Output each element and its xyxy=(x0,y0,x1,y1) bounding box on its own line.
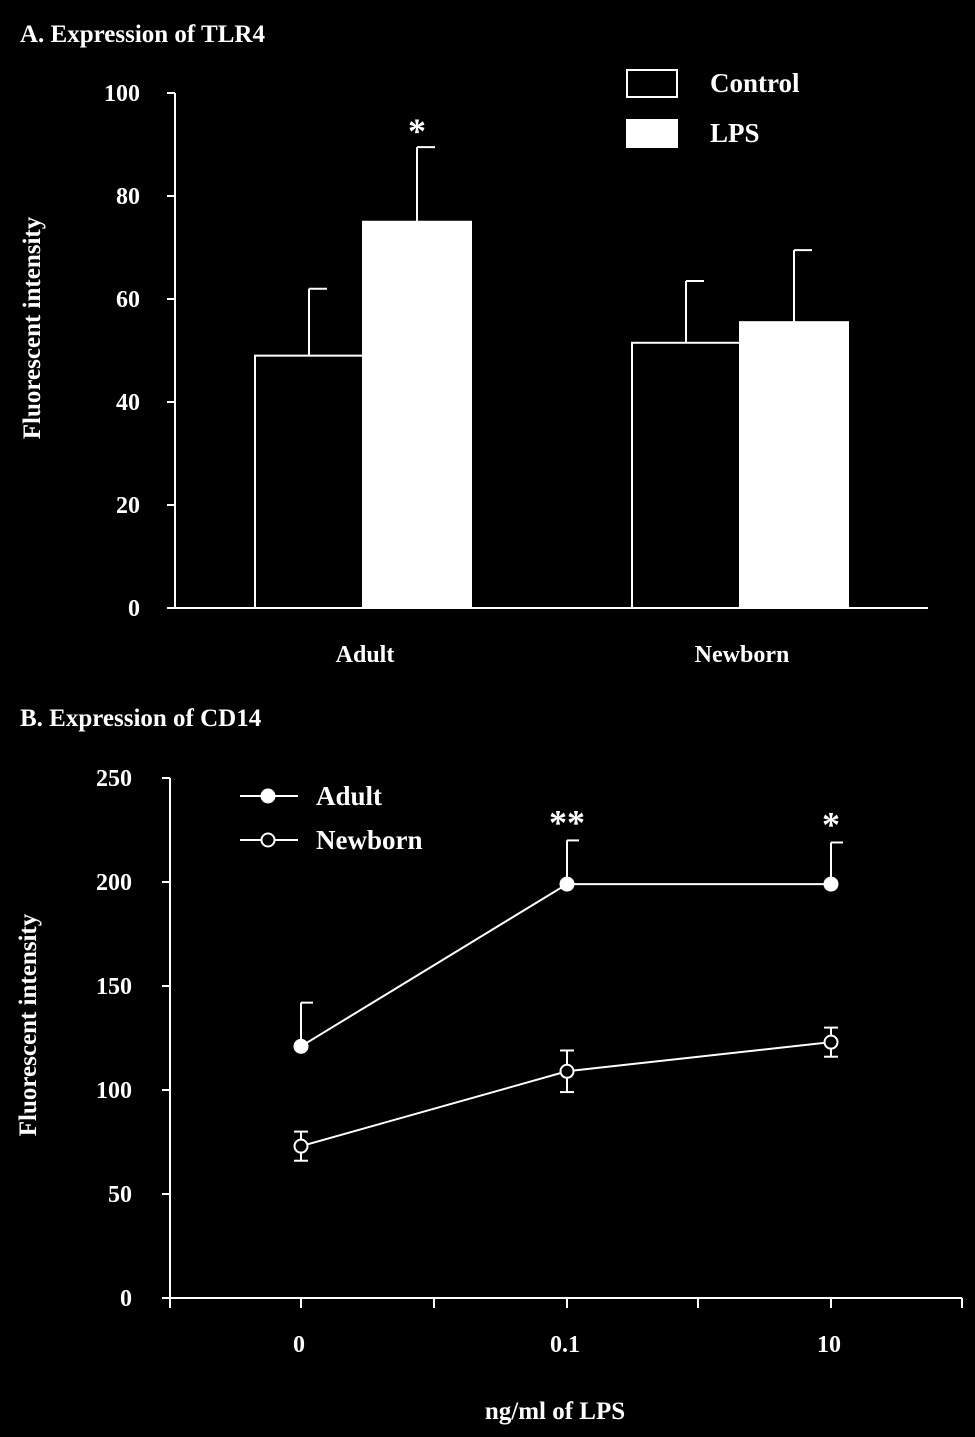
panel-b-point-newborn xyxy=(559,1063,575,1079)
panel-b-x-axis-label: ng/ml of LPS xyxy=(485,1398,625,1425)
panel-a-legend-swatch xyxy=(626,119,678,148)
panel-a-bar-adult-lps xyxy=(362,220,472,609)
panel-a-y-tick-label: 20 xyxy=(116,493,140,519)
panel-b-x-tick-label: 10 xyxy=(817,1332,841,1358)
panel-a-y-ticks: 0 20 40 60 80 100 xyxy=(104,81,175,622)
panel-a-category-labels: Adult Newborn xyxy=(336,642,790,668)
panel-b-significance-marker: * xyxy=(822,804,840,844)
panel-a-category-label: Newborn xyxy=(695,642,790,668)
panel-a-significance-marker: * xyxy=(408,111,426,151)
panel-a-bar-adult-control xyxy=(254,354,364,609)
panel-b-y-tick-label: 250 xyxy=(96,766,132,792)
panel-b-legend-label: Adult xyxy=(316,781,382,811)
panel-a-legend-swatch xyxy=(626,69,678,98)
panel-b-point-adult xyxy=(293,1038,309,1054)
panel-b-point-newborn xyxy=(823,1034,839,1050)
panel-b-legend-marker xyxy=(260,788,276,804)
panel-a-bar-newborn-lps xyxy=(739,321,849,609)
panel-b-y-tick-label: 0 xyxy=(120,1286,132,1312)
panel-a-legend-label: LPS xyxy=(710,118,760,148)
panel-b-significance-marker: ** xyxy=(549,802,585,842)
panel-b-title: B. Expression of CD14 xyxy=(20,705,262,732)
panel-b-y-tick-label: 100 xyxy=(96,1078,132,1104)
panel-a-y-tick-label: 80 xyxy=(116,184,140,210)
panel-a-title: A. Expression of TLR4 xyxy=(20,21,265,48)
panel-a-legend: Control LPS xyxy=(626,68,800,148)
panel-b-legend-label: Newborn xyxy=(316,825,423,855)
panel-b-legend: Adult Newborn xyxy=(240,781,423,855)
panel-b-point-newborn xyxy=(293,1138,309,1154)
panel-a-y-tick-label: 60 xyxy=(116,287,140,313)
panel-a-bar-newborn-control xyxy=(631,341,741,609)
panel-a-legend-label: Control xyxy=(710,68,800,98)
panel-b-line-adult xyxy=(300,883,831,1048)
panel-b-x-tick-label: 0 xyxy=(293,1332,305,1358)
panel-b-series: ** * xyxy=(293,802,843,1162)
panel-a-y-tick-label: 0 xyxy=(128,596,140,622)
panel-b-ticks: 0 50 100 150 200 250 0 0.1 10 xyxy=(96,766,963,1358)
panel-a-y-tick-label: 40 xyxy=(116,390,140,416)
panel-b-legend-marker xyxy=(260,832,276,848)
panel-b-cd14: B. Expression of CD14 Fluorescent intens… xyxy=(15,705,963,1425)
panel-b-y-axis-label: Fluorescent intensity xyxy=(15,913,42,1136)
panel-b-y-tick-label: 50 xyxy=(108,1182,132,1208)
panel-b-y-tick-label: 150 xyxy=(96,974,132,1000)
panel-b-y-tick-label: 200 xyxy=(96,870,132,896)
panel-a-y-tick-label: 100 xyxy=(104,81,140,107)
panel-a-bars: * xyxy=(254,111,849,609)
panel-a-category-label: Adult xyxy=(336,642,395,668)
panel-a-y-axis-label: Fluorescent intensity xyxy=(19,216,46,439)
panel-a-tlr4: A. Expression of TLR4 Fluorescent intens… xyxy=(19,21,928,668)
panel-b-point-adult xyxy=(559,876,575,892)
panel-b-point-adult xyxy=(823,876,839,892)
panel-b-x-tick-label: 0.1 xyxy=(550,1332,580,1358)
